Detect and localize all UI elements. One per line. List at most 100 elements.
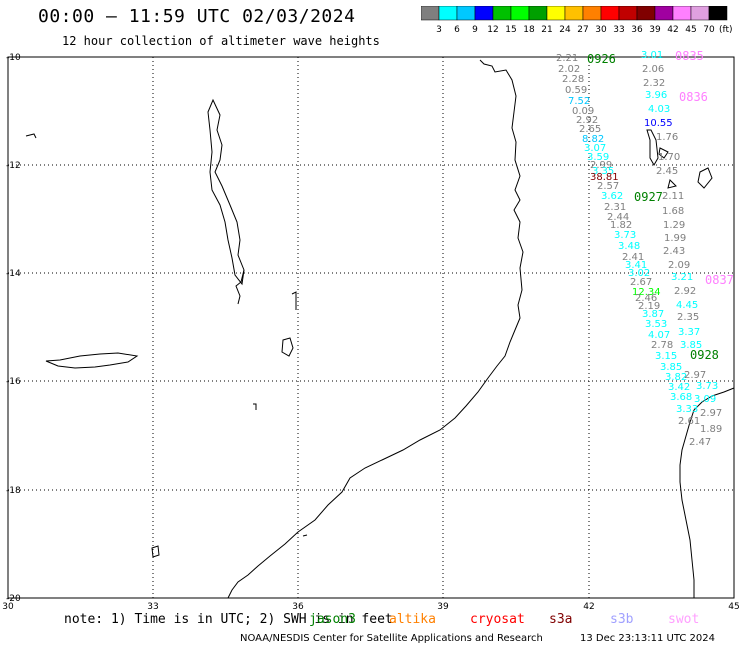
wave-height-value: 0.59 bbox=[565, 85, 587, 96]
legend-label: 27 bbox=[577, 25, 588, 35]
lon-tick-label: 42 bbox=[583, 602, 594, 610]
wave-height-value: 1.82 bbox=[610, 220, 632, 231]
satellite-legend-item: s3a bbox=[549, 612, 573, 627]
wave-height-value: 2.02 bbox=[558, 64, 580, 75]
legend-label: 33 bbox=[613, 25, 624, 35]
color-legend: 3 6 9 12 15 18 21 24 27 30 33 36 39 42 45 70 (ft) bbox=[421, 6, 733, 35]
lat-tick-label: -18 bbox=[6, 486, 21, 496]
lake-malawi bbox=[207, 98, 245, 286]
wave-height-value: 0.09 bbox=[572, 106, 594, 117]
footer-note: note: 1) Time is in UTC; 2) SWH is in fe… bbox=[64, 612, 393, 627]
wave-height-value: 2.65 bbox=[579, 124, 601, 135]
lat-tick-label: -20 bbox=[6, 594, 21, 604]
wave-height-value: 2.06 bbox=[642, 64, 664, 75]
wave-height-value: 3.85 bbox=[660, 362, 682, 373]
wave-height-value: 3.59 bbox=[587, 152, 609, 163]
wave-height-value: 2.44 bbox=[607, 212, 629, 223]
wave-height-value: 3.73 bbox=[696, 381, 718, 392]
wave-height-value: 2.41 bbox=[622, 252, 644, 263]
pass-id-label: 0836 bbox=[679, 90, 708, 104]
wave-height-value: 3.37 bbox=[678, 327, 700, 338]
pass-id-label: 0837 bbox=[705, 273, 734, 287]
wave-height-value: 8.82 bbox=[582, 134, 604, 145]
wave-height-value: 2.11 bbox=[662, 191, 684, 202]
wave-height-value: 2.47 bbox=[689, 437, 711, 448]
wave-height-value: 2.67 bbox=[630, 277, 652, 288]
wave-height-value: 3.33 bbox=[676, 404, 698, 415]
lat-tick-label: -12 bbox=[6, 161, 21, 171]
wave-height-value: 2.97 bbox=[700, 408, 722, 419]
wave-height-value: 2.31 bbox=[604, 202, 626, 213]
wave-height-value: 2.35 bbox=[677, 312, 699, 323]
wave-height-value: 3.82 bbox=[665, 372, 687, 383]
wave-height-value: 3.42 bbox=[668, 382, 690, 393]
legend-swatch bbox=[708, 6, 728, 21]
legend-label: 30 bbox=[595, 25, 607, 35]
wave-height-value: 3.21 bbox=[671, 272, 693, 283]
satellite-legend-item: swot bbox=[668, 612, 700, 627]
legend-label: 39 bbox=[649, 25, 661, 35]
wave-height-value: 3.35 bbox=[592, 166, 614, 177]
wave-height-value: 12.34 bbox=[632, 287, 661, 298]
credit-line: NOAA/NESDIS Center for Satellite Applica… bbox=[240, 633, 543, 644]
wave-height-value: 2.28 bbox=[562, 74, 584, 85]
lon-tick-label: 39 bbox=[437, 602, 449, 610]
wave-height-value: 3.68 bbox=[670, 392, 692, 403]
wave-height-value: 1.76 bbox=[656, 132, 678, 143]
wave-height-value: 3.87 bbox=[642, 309, 664, 320]
lon-tick-label: 30 bbox=[2, 602, 14, 610]
wave-height-value: 3.07 bbox=[584, 143, 606, 154]
page-subtitle: 12 hour collection of altimeter wave hei… bbox=[62, 34, 380, 48]
legend-label: 9 bbox=[472, 25, 478, 35]
wave-height-value: 2.61 bbox=[678, 416, 700, 427]
satellite-legend-item: jason3 bbox=[309, 612, 356, 627]
lon-tick-label: 33 bbox=[147, 602, 158, 610]
wave-height-value: 4.03 bbox=[648, 104, 670, 115]
wave-height-value: 2.92 bbox=[674, 286, 696, 297]
render-timestamp: 13 Dec 23:13:11 UTC 2024 bbox=[580, 633, 715, 644]
wave-height-value: 3.15 bbox=[655, 351, 677, 362]
legend-label: 70 bbox=[703, 25, 715, 35]
lake-cahora-bassa bbox=[45, 352, 139, 369]
longitude-labels: 30 33 36 39 42 45 bbox=[2, 602, 739, 610]
wave-height-value: 2.21 bbox=[556, 53, 578, 64]
wave-height-value: 2.43 bbox=[663, 246, 685, 257]
latitude-labels: -10 -12 -14 -16 -18 -20 bbox=[6, 53, 21, 604]
wave-height-value: 3.73 bbox=[614, 230, 636, 241]
lake-chilwa bbox=[281, 337, 294, 357]
wave-height-value: 3.62 bbox=[601, 191, 623, 202]
wave-height-value: 3.41 bbox=[625, 260, 647, 271]
legend-label: 36 bbox=[631, 25, 643, 35]
wave-height-value: 1.70 bbox=[658, 152, 680, 163]
pass-id-labels: 0926 0835 0836 0927 0837 0928 bbox=[587, 49, 734, 362]
page-title: 00:00 – 11:59 UTC 02/03/2024 bbox=[38, 6, 356, 27]
wave-height-map: 30 33 36 39 42 45 -10 -12 -14 -16 -18 -20 2.212.02… bbox=[2, 49, 739, 610]
wave-height-value: 2.46 bbox=[635, 293, 657, 304]
pass-id-label: 0928 bbox=[690, 348, 719, 362]
legend-label: 6 bbox=[454, 25, 460, 35]
wave-height-value: 1.29 bbox=[663, 220, 685, 231]
legend-label: 21 bbox=[541, 25, 552, 35]
coastline bbox=[25, 59, 735, 599]
wave-height-value: 3.53 bbox=[645, 319, 667, 330]
legend-label: 45 bbox=[685, 25, 696, 35]
wave-height-value: 2.09 bbox=[668, 260, 690, 271]
legend-label: 42 bbox=[667, 25, 678, 35]
wave-height-value: 1.89 bbox=[700, 424, 722, 435]
wave-height-value: 7.52 bbox=[568, 96, 590, 107]
wave-height-value: 1.68 bbox=[662, 206, 684, 217]
wave-height-value: 2.19 bbox=[638, 301, 660, 312]
lon-tick-label: 45 bbox=[728, 602, 739, 610]
wave-height-value: 2.78 bbox=[651, 340, 673, 351]
wave-height-value: 3.01 bbox=[641, 50, 663, 61]
satellite-legend-item: altika bbox=[389, 612, 436, 627]
wave-height-values: 2.212.022.280.597.520.09 2.92 2.658.823.07… bbox=[556, 50, 722, 448]
legend-label: 24 bbox=[559, 25, 571, 35]
wave-height-value: 4.45 bbox=[676, 300, 698, 311]
wave-height-value: 2.45 bbox=[656, 166, 678, 177]
wave-height-value: 3.96 bbox=[645, 90, 667, 101]
wave-height-value: 3.85 bbox=[680, 340, 702, 351]
wave-height-value: 3.48 bbox=[618, 241, 640, 252]
legend-unit: (ft) bbox=[719, 25, 733, 35]
legend-label: 12 bbox=[487, 25, 498, 35]
